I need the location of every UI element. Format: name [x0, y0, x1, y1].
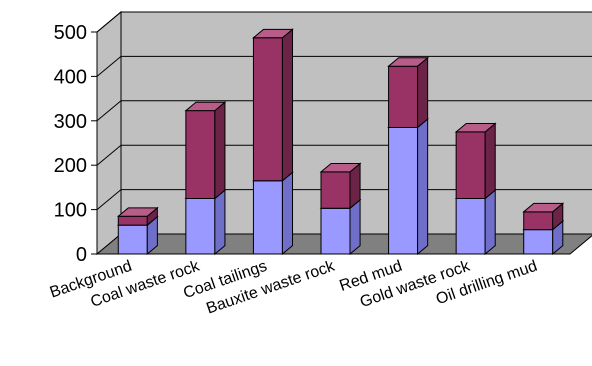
side-wall	[96, 10, 122, 256]
bar-series0-front	[455, 198, 486, 255]
bar-series0-front	[320, 207, 351, 255]
bar-group	[184, 101, 227, 256]
bar-series0-side	[281, 171, 294, 256]
bar-series0-side	[214, 189, 226, 256]
bar-group	[454, 122, 497, 256]
y-tick-label: 500	[54, 22, 87, 44]
bar-group	[252, 28, 294, 256]
bar-series1-front	[252, 37, 283, 182]
bar-series1-front	[320, 171, 351, 209]
bar-group	[116, 206, 159, 256]
bar-series0-side	[349, 198, 361, 256]
gridline-side	[96, 144, 122, 166]
bar-series0-front	[185, 198, 216, 255]
bar-group	[522, 202, 565, 256]
bar-series1-front	[185, 110, 216, 199]
bar-series1-top	[387, 57, 430, 67]
gridline-side	[96, 11, 122, 33]
gridline-side	[96, 189, 122, 210]
bar-series0-side	[484, 189, 496, 256]
gridline-side	[96, 100, 122, 122]
bar-series1-side	[214, 101, 226, 200]
bar-series1-top	[319, 162, 362, 173]
bar-series1-side	[281, 28, 294, 182]
bar-series1-side	[484, 122, 496, 200]
bar-series1-side	[417, 56, 429, 129]
bar-series1-front	[455, 131, 486, 199]
bar-series0-front	[388, 126, 419, 255]
bar-series1-top	[252, 28, 294, 39]
bar-group	[319, 162, 362, 256]
bar-series0-front	[523, 229, 554, 255]
bar-series0-front	[117, 224, 148, 255]
bar-series0-side	[417, 117, 429, 256]
y-tick-label: 300	[54, 111, 87, 133]
bar-series1-top	[522, 202, 565, 213]
y-tick-label: 0	[76, 244, 87, 266]
bar-series0-front	[252, 180, 283, 255]
bar-series1-top	[184, 101, 227, 112]
gridline-side	[96, 56, 122, 77]
y-axis: 0 100 200 300 400 500	[54, 22, 98, 266]
bar-series1-front	[117, 215, 148, 226]
bars	[116, 28, 565, 256]
bar-series1-front	[388, 65, 419, 128]
bar-series1-front	[523, 211, 554, 231]
bar-group	[387, 56, 430, 256]
y-tick-label: 100	[54, 200, 87, 222]
bar-series1-top	[454, 123, 497, 133]
y-tick-label: 200	[54, 155, 87, 177]
bar-series1-top	[116, 207, 159, 217]
y-tick-label: 400	[54, 66, 87, 88]
